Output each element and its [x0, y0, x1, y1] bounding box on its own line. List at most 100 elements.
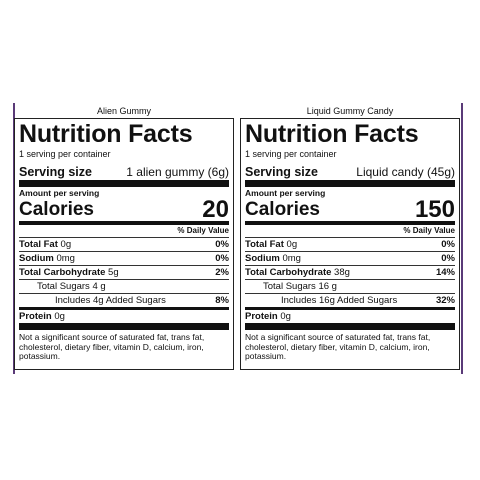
nutrient-amount: 0g [60, 239, 72, 250]
nutrient-dv: 0% [441, 239, 455, 250]
nutrient-dv: 8% [215, 295, 229, 306]
nutrient-row: Total Sugars 4 g [19, 280, 229, 293]
nutrient-left: Total Fat 0g [245, 238, 297, 251]
nutrient-name: Total Fat [19, 239, 58, 250]
nutrient-amount: 4 g [92, 281, 106, 292]
nutrient-dv: 0% [215, 253, 229, 264]
nutrient-dv: 2% [215, 267, 229, 278]
divider [19, 237, 229, 238]
calories-label: Calories [19, 199, 94, 220]
nutrient-left: Total Fat 0g [19, 238, 71, 251]
nutrient-amount: 16 g [318, 281, 337, 292]
nutrient-dv: 14% [435, 267, 455, 278]
serving-size-row: Serving size 1 alien gummy (6g) [19, 164, 229, 180]
nutrient-row: Sodium 0mg 0% [245, 252, 455, 265]
nutrient-left: Includes 16g Added Sugars [245, 294, 397, 307]
divider [245, 180, 455, 187]
divider [245, 279, 455, 280]
footnote: Not a significant source of saturated fa… [245, 332, 431, 361]
facts-title: Nutrition Facts [245, 120, 419, 148]
divider [245, 265, 455, 266]
nutrition-panel: Liquid Gummy Candy Nutrition Facts 1 servi… [240, 103, 460, 373]
nutrient-dv: 0% [215, 239, 229, 250]
serving-size-value: Liquid candy (45g) [356, 165, 455, 179]
divider [19, 251, 229, 252]
nutrient-row: Total Sugars 16 g [245, 280, 455, 293]
nutrient-left: Sodium 0mg [245, 252, 301, 265]
facts-box: Nutrition Facts 1 serving per container Se… [14, 118, 234, 370]
divider [19, 279, 229, 280]
nutrient-name: Protein [245, 311, 278, 322]
nutrient-left: Total Sugars 4 g [19, 280, 106, 293]
divider [245, 307, 455, 310]
nutrient-name: Total Fat [245, 239, 284, 250]
divider [245, 323, 455, 330]
daily-value-header: % Daily Value [177, 226, 229, 235]
nutrient-dv: 32% [435, 295, 455, 306]
divider [245, 293, 455, 294]
divider [245, 237, 455, 238]
nutrient-name: Total Sugars [263, 281, 316, 292]
nutrient-amount: 0mg [56, 253, 75, 264]
serving-size-label: Serving size [245, 165, 318, 179]
nutrient-name: Total Carbohydrate [19, 267, 106, 278]
nutrient-left: Total Carbohydrate 38g [245, 266, 350, 279]
protein-row: Protein 0g [245, 310, 455, 323]
servings: 1 serving per container [19, 149, 111, 159]
nutrient-left: Sodium 0mg [19, 252, 75, 265]
nutrient-name: Includes 4g Added Sugars [55, 295, 166, 306]
nutrient-left: Total Carbohydrate 5g [19, 266, 119, 279]
nutrient-left: Includes 4g Added Sugars [19, 294, 166, 307]
nutrient-amount: 38g [334, 267, 350, 278]
nutrient-row: Includes 16g Added Sugars 32% [245, 294, 455, 307]
nutrient-row: Total Carbohydrate 38g 14% [245, 266, 455, 279]
facts-title: Nutrition Facts [19, 120, 193, 148]
nutrient-name: Includes 16g Added Sugars [281, 295, 398, 306]
nutrient-dv: 0% [441, 253, 455, 264]
product-name: Alien Gummy [96, 106, 151, 116]
facts-box: Nutrition Facts 1 serving per container Se… [240, 118, 460, 370]
product-name: Liquid Gummy Candy [306, 106, 394, 116]
divider [245, 221, 455, 225]
nutrient-row: Total Fat 0g 0% [19, 238, 229, 251]
nutrient-amount: 0mg [282, 253, 301, 264]
nutrient-amount: 0g [280, 311, 291, 322]
nutrient-row: Total Fat 0g 0% [245, 238, 455, 251]
amount-per-serving: Amount per serving [245, 188, 326, 198]
nutrient-row: Includes 4g Added Sugars 8% [19, 294, 229, 307]
divider [19, 307, 229, 310]
serving-size-row: Serving size Liquid candy (45g) [245, 164, 455, 180]
servings: 1 serving per container [245, 149, 337, 159]
nutrient-left: Protein 0g [245, 310, 291, 323]
nutrient-amount: 0g [54, 311, 65, 322]
divider [19, 265, 229, 266]
divider [19, 323, 229, 330]
protein-row: Protein 0g [19, 310, 229, 323]
divider [19, 293, 229, 294]
daily-value-header: % Daily Value [403, 226, 455, 235]
calories-row: Calories 150 [245, 196, 455, 223]
divider [245, 251, 455, 252]
nutrient-amount: 0g [286, 239, 298, 250]
calories-label: Calories [245, 199, 320, 220]
footnote: Not a significant source of saturated fa… [19, 332, 205, 361]
nutrient-name: Total Carbohydrate [245, 267, 332, 278]
calories-row: Calories 20 [19, 196, 229, 223]
nutrient-name: Sodium [19, 253, 54, 264]
nutrient-name: Protein [19, 311, 52, 322]
serving-size-value: 1 alien gummy (6g) [126, 165, 229, 179]
calories-value: 150 [414, 196, 455, 223]
nutrient-row: Sodium 0mg 0% [19, 252, 229, 265]
calories-value: 20 [202, 196, 229, 223]
divider [19, 180, 229, 187]
nutrient-left: Total Sugars 16 g [245, 280, 337, 293]
nutrition-panel: Alien Gummy Nutrition Facts 1 serving per … [14, 103, 234, 373]
amount-per-serving: Amount per serving [19, 188, 100, 198]
nutrient-amount: 5g [108, 267, 119, 278]
nutrient-name: Sodium [245, 253, 280, 264]
serving-size-label: Serving size [19, 165, 92, 179]
divider [19, 221, 229, 225]
nutrient-row: Total Carbohydrate 5g 2% [19, 266, 229, 279]
nutrient-name: Total Sugars [37, 281, 90, 292]
